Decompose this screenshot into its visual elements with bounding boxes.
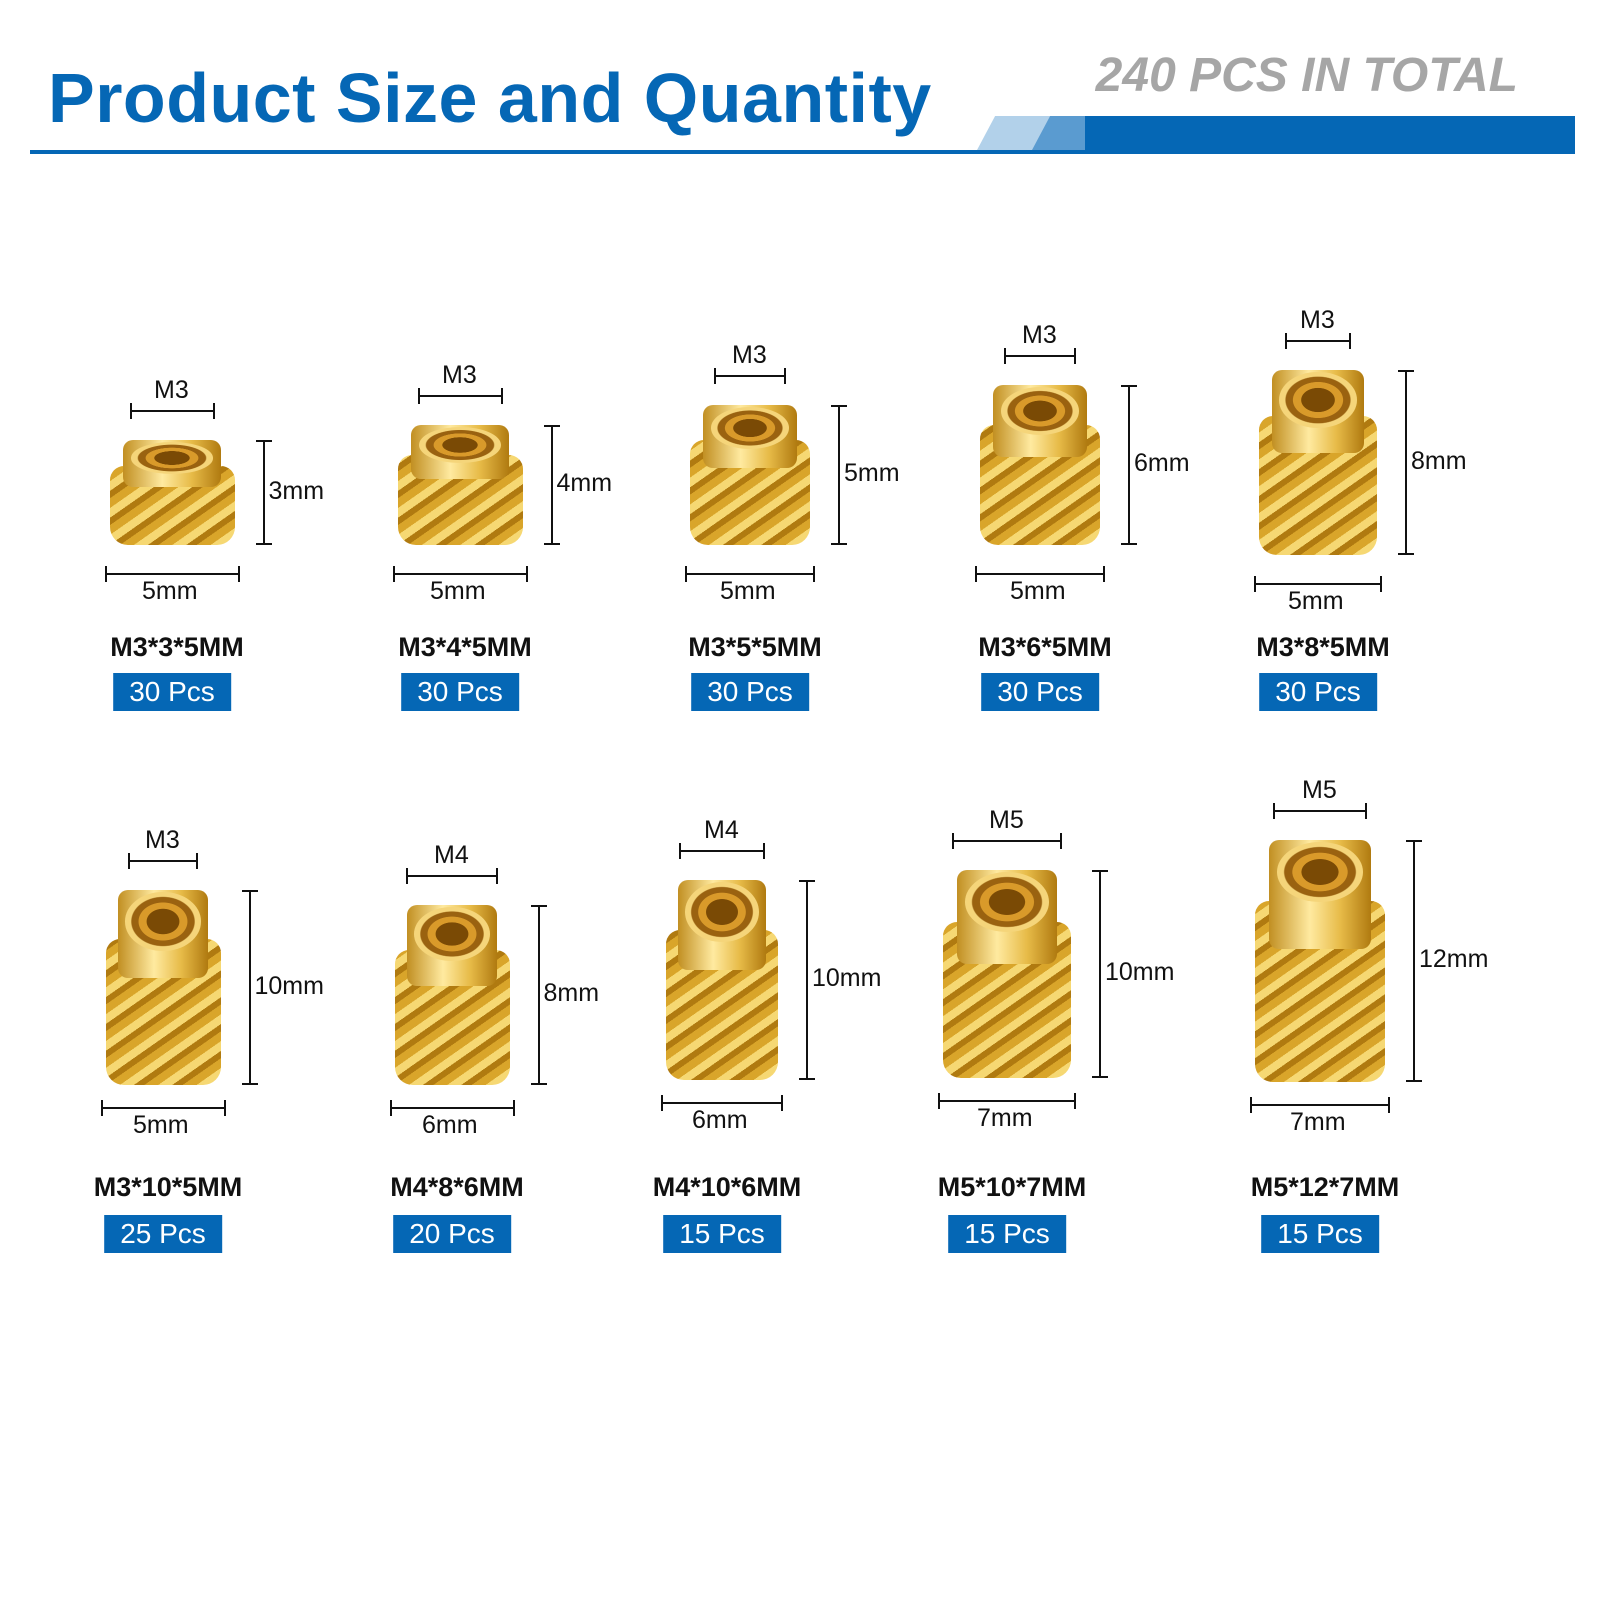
quantity-badge: 30 Pcs bbox=[113, 673, 231, 711]
length-label: 10mm bbox=[1105, 958, 1175, 986]
length-label: 10mm bbox=[254, 971, 324, 1000]
product-name: M4*8*6MM bbox=[390, 1172, 524, 1202]
thread-dimension-line bbox=[128, 853, 198, 869]
diameter-dimension-line bbox=[389, 1100, 515, 1116]
quantity-badge: 30 Pcs bbox=[401, 673, 519, 711]
thread-dimension-line bbox=[1285, 333, 1351, 349]
header-bar bbox=[1085, 116, 1575, 154]
thread-dimension-line bbox=[1273, 803, 1367, 819]
length-label: 8mm bbox=[1411, 446, 1467, 475]
thread-hole bbox=[131, 442, 213, 474]
diameter-dimension-line bbox=[685, 566, 815, 582]
thread-hole bbox=[414, 907, 490, 961]
quantity-badge: 25 Pcs bbox=[104, 1215, 222, 1253]
diameter-label: 7mm bbox=[977, 1104, 1033, 1132]
diameter-label: 6mm bbox=[422, 1111, 478, 1139]
thread-size-label: M5 bbox=[989, 806, 1024, 834]
diameter-dimension-line bbox=[100, 1100, 226, 1116]
diameter-label: 5mm bbox=[1288, 587, 1344, 615]
product-name: M3*6*5MM bbox=[978, 632, 1112, 662]
thread-dimension-line bbox=[417, 388, 503, 404]
quantity-badge: 15 Pcs bbox=[948, 1215, 1066, 1253]
diameter-label: 5mm bbox=[720, 577, 776, 605]
product-name: M5*12*7MM bbox=[1250, 1172, 1400, 1202]
length-label: 10mm bbox=[812, 964, 882, 992]
thread-size-label: M4 bbox=[704, 816, 739, 844]
thread-size-label: M3 bbox=[442, 361, 477, 389]
length-label: 12mm bbox=[1419, 945, 1489, 973]
quantity-badge: 15 Pcs bbox=[663, 1215, 781, 1253]
thread-hole bbox=[419, 427, 501, 463]
thread-dimension-line bbox=[714, 368, 786, 384]
diameter-label: 5mm bbox=[1010, 577, 1066, 605]
thread-size-label: M3 bbox=[145, 826, 180, 854]
thread-dimension-line bbox=[679, 843, 765, 859]
length-dimension-line bbox=[1092, 870, 1108, 1078]
thread-hole bbox=[1279, 372, 1357, 428]
product-name: M3*3*5MM bbox=[110, 632, 244, 662]
thread-size-label: M3 bbox=[1022, 321, 1057, 349]
thread-dimension-line bbox=[952, 833, 1062, 849]
length-label: 8mm bbox=[543, 979, 600, 1007]
length-label: 5mm bbox=[844, 459, 900, 487]
quantity-badge: 30 Pcs bbox=[1259, 673, 1377, 711]
thread-hole bbox=[1277, 842, 1363, 902]
length-dimension-line bbox=[831, 405, 847, 545]
header-rule bbox=[30, 150, 1575, 154]
thread-dimension-line bbox=[406, 868, 498, 884]
length-dimension-line bbox=[255, 440, 272, 545]
product-name: M3*8*5MM bbox=[1256, 632, 1390, 662]
thread-size-label: M4 bbox=[434, 841, 469, 869]
thread-size-label: M3 bbox=[1300, 306, 1335, 334]
diameter-dimension-line bbox=[392, 566, 528, 582]
length-dimension-line bbox=[799, 880, 815, 1080]
thread-dimension-line bbox=[129, 403, 215, 419]
quantity-badge: 15 Pcs bbox=[1261, 1215, 1379, 1253]
diameter-label: 6mm bbox=[692, 1106, 748, 1134]
thread-size-label: M3 bbox=[154, 376, 189, 404]
length-label: 3mm bbox=[268, 476, 325, 505]
diameter-label: 5mm bbox=[133, 1111, 189, 1139]
diameter-dimension-line bbox=[1250, 1097, 1390, 1113]
length-dimension-line bbox=[1398, 370, 1414, 555]
product-name: M3*5*5MM bbox=[688, 632, 822, 662]
page-title: Product Size and Quantity bbox=[48, 59, 932, 137]
diameter-dimension-line bbox=[975, 566, 1105, 582]
diameter-dimension-line bbox=[104, 566, 240, 582]
length-dimension-line bbox=[543, 425, 560, 545]
product-name: M3*4*5MM bbox=[398, 632, 532, 662]
diameter-dimension-line bbox=[938, 1093, 1076, 1109]
thread-hole bbox=[965, 872, 1049, 932]
length-label: 4mm bbox=[556, 469, 613, 497]
diameter-dimension-line bbox=[1254, 576, 1382, 592]
thread-size-label: M3 bbox=[732, 341, 767, 369]
thread-hole bbox=[1000, 387, 1080, 435]
length-label: 6mm bbox=[1134, 449, 1190, 477]
length-dimension-line bbox=[1406, 840, 1422, 1082]
length-dimension-line bbox=[241, 890, 258, 1085]
thread-dimension-line bbox=[1004, 348, 1076, 364]
product-name: M4*10*6MM bbox=[652, 1172, 802, 1202]
diameter-dimension-line bbox=[661, 1095, 783, 1111]
quantity-badge: 20 Pcs bbox=[393, 1215, 511, 1253]
product-name: M3*10*5MM bbox=[93, 1172, 243, 1202]
quantity-badge: 30 Pcs bbox=[691, 673, 809, 711]
thread-hole bbox=[710, 407, 790, 449]
total-quantity: 240 PCS IN TOTAL bbox=[1095, 49, 1518, 102]
diameter-label: 5mm bbox=[142, 577, 198, 605]
diameter-label: 7mm bbox=[1290, 1108, 1346, 1136]
thread-size-label: M5 bbox=[1302, 776, 1337, 804]
length-dimension-line bbox=[530, 905, 547, 1085]
length-dimension-line bbox=[1121, 385, 1137, 545]
product-name: M5*10*7MM bbox=[937, 1172, 1087, 1202]
thread-hole bbox=[125, 892, 201, 951]
quantity-badge: 30 Pcs bbox=[981, 673, 1099, 711]
diameter-label: 5mm bbox=[430, 577, 486, 605]
thread-hole bbox=[685, 882, 759, 942]
